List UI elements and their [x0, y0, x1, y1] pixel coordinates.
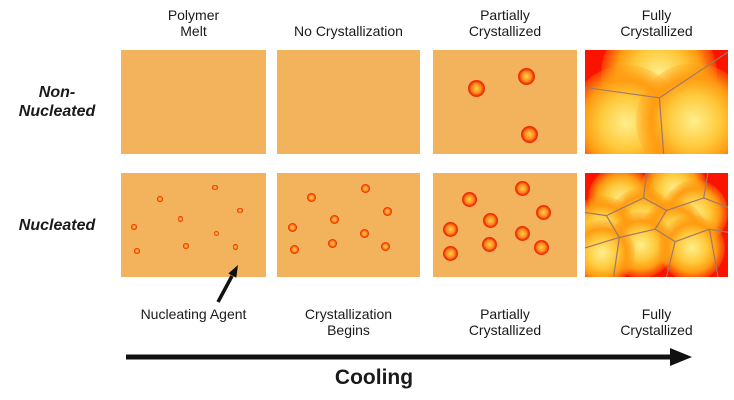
spherulite-boundaries [585, 50, 728, 154]
crystallite-dot [232, 244, 239, 250]
label-line: Begins [327, 322, 370, 338]
label-line: Crystallized [620, 23, 693, 39]
bottom-label-partially-crystallized: Partially Crystallized [420, 306, 590, 338]
label-line: Partially [480, 7, 530, 23]
cell-non-nucleated-fully-crystallized [585, 50, 728, 154]
crystallite-dot [533, 240, 549, 256]
spherulite [659, 214, 726, 277]
crystallite-dot [213, 230, 220, 237]
crystallite-dot [518, 67, 536, 85]
crystallite-dot [514, 181, 530, 197]
label-line: No Crystallization [294, 23, 403, 39]
label-line: Polymer [167, 7, 220, 23]
crystallite-dot [481, 237, 497, 253]
crystallite-dot [442, 221, 458, 237]
label-line: Nucleated [18, 103, 96, 120]
crystallite-dot [306, 193, 316, 203]
crystallite-dot [134, 248, 140, 254]
cell-non-nucleated-no-crystallization [277, 50, 420, 154]
crystallite-dot [442, 245, 458, 261]
label-line: Fully [641, 306, 672, 322]
bottom-label-crystallization-begins: Crystallization Begins [264, 306, 434, 338]
column-header-no-crystallization: No Crystallization [274, 2, 424, 39]
crystallite-dot [461, 191, 477, 207]
label-line: Nucleated [18, 216, 96, 234]
crystallite-dot [536, 205, 552, 221]
crystallite-dot [361, 184, 371, 194]
crystallite-dot [183, 242, 190, 249]
crystallite-dot [467, 79, 485, 97]
label-line: Fully [641, 7, 672, 23]
crystallite-dot [288, 222, 298, 232]
label-line: Non- [38, 84, 76, 101]
column-header-fully-crystallized: Fully Crystallized [582, 2, 732, 39]
label-line: Crystallized [620, 322, 693, 338]
crystallite-dot [329, 215, 339, 225]
cell-nucleated-fully-crystallized [585, 173, 728, 277]
label-line: Crystallized [468, 23, 542, 39]
spherulite-boundaries [585, 173, 728, 277]
crystallite-dot [177, 215, 184, 222]
cooling-label: Cooling [334, 366, 414, 389]
cell-nucleated-polymer-melt [121, 173, 266, 277]
crystallite-dot [514, 225, 530, 241]
crystallite-dot [520, 125, 538, 143]
cell-non-nucleated-partially-crystallized [433, 50, 577, 154]
crystallite-dot [212, 184, 219, 191]
column-header-polymer-melt: Polymer Melt [119, 2, 269, 39]
label-line: Crystallization [304, 306, 393, 322]
cell-non-nucleated-polymer-melt [121, 50, 266, 154]
cell-nucleated-partially-crystallized [433, 173, 577, 277]
crystallite-dot [328, 239, 338, 249]
crystallite-dot [157, 196, 163, 202]
column-header-partially-crystallized: Partially Crystallized [430, 2, 580, 39]
cell-nucleated-no-crystallization [277, 173, 420, 277]
label-line: Partially [480, 306, 530, 322]
crystallite-dot [381, 242, 391, 252]
bottom-label-nucleating-agent: Nucleating Agent [109, 306, 279, 322]
cooling-arrow [126, 348, 692, 366]
crystallite-dot [237, 207, 243, 214]
label-line: Nucleating Agent [140, 306, 247, 322]
crystallite-dot [359, 228, 369, 238]
crystallite-dot [131, 224, 137, 230]
crystallite-dot [483, 213, 499, 229]
bottom-label-fully-crystallized: Fully Crystallized [572, 306, 734, 338]
crystallite-dot [289, 245, 299, 255]
row-label-non-nucleated: Non- Nucleated [0, 50, 114, 154]
crystallite-dot [382, 206, 392, 216]
nucleating-agent-arrow [216, 265, 238, 303]
label-line: Melt [180, 23, 207, 39]
row-label-nucleated: Nucleated [0, 173, 114, 277]
label-line: Crystallized [468, 322, 542, 338]
